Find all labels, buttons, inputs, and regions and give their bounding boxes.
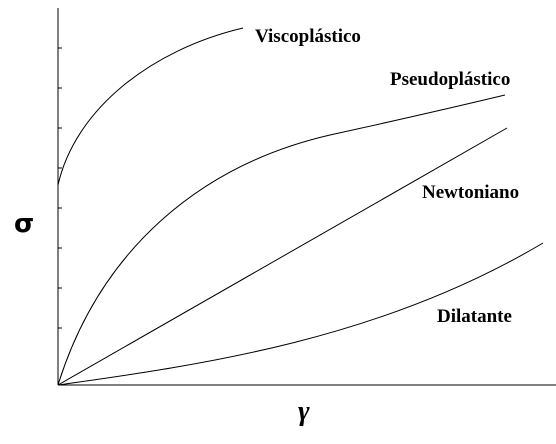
y-axis-label: σ bbox=[14, 209, 34, 239]
newtonian-line bbox=[57, 127, 508, 386]
x-axis-label: γ bbox=[298, 396, 310, 427]
newtonian-label: Newtoniano bbox=[422, 182, 519, 203]
viscoplastic-label: Viscoplástico bbox=[255, 26, 361, 47]
pseudoplastic-curve bbox=[57, 94, 506, 386]
pseudoplastic-label: Pseudoplástico bbox=[390, 69, 510, 90]
dilatant-label: Dilatante bbox=[437, 306, 512, 327]
y-axis-ticks bbox=[58, 47, 62, 329]
dilatant-curve bbox=[57, 242, 544, 386]
viscoplastic-curve bbox=[57, 27, 244, 186]
